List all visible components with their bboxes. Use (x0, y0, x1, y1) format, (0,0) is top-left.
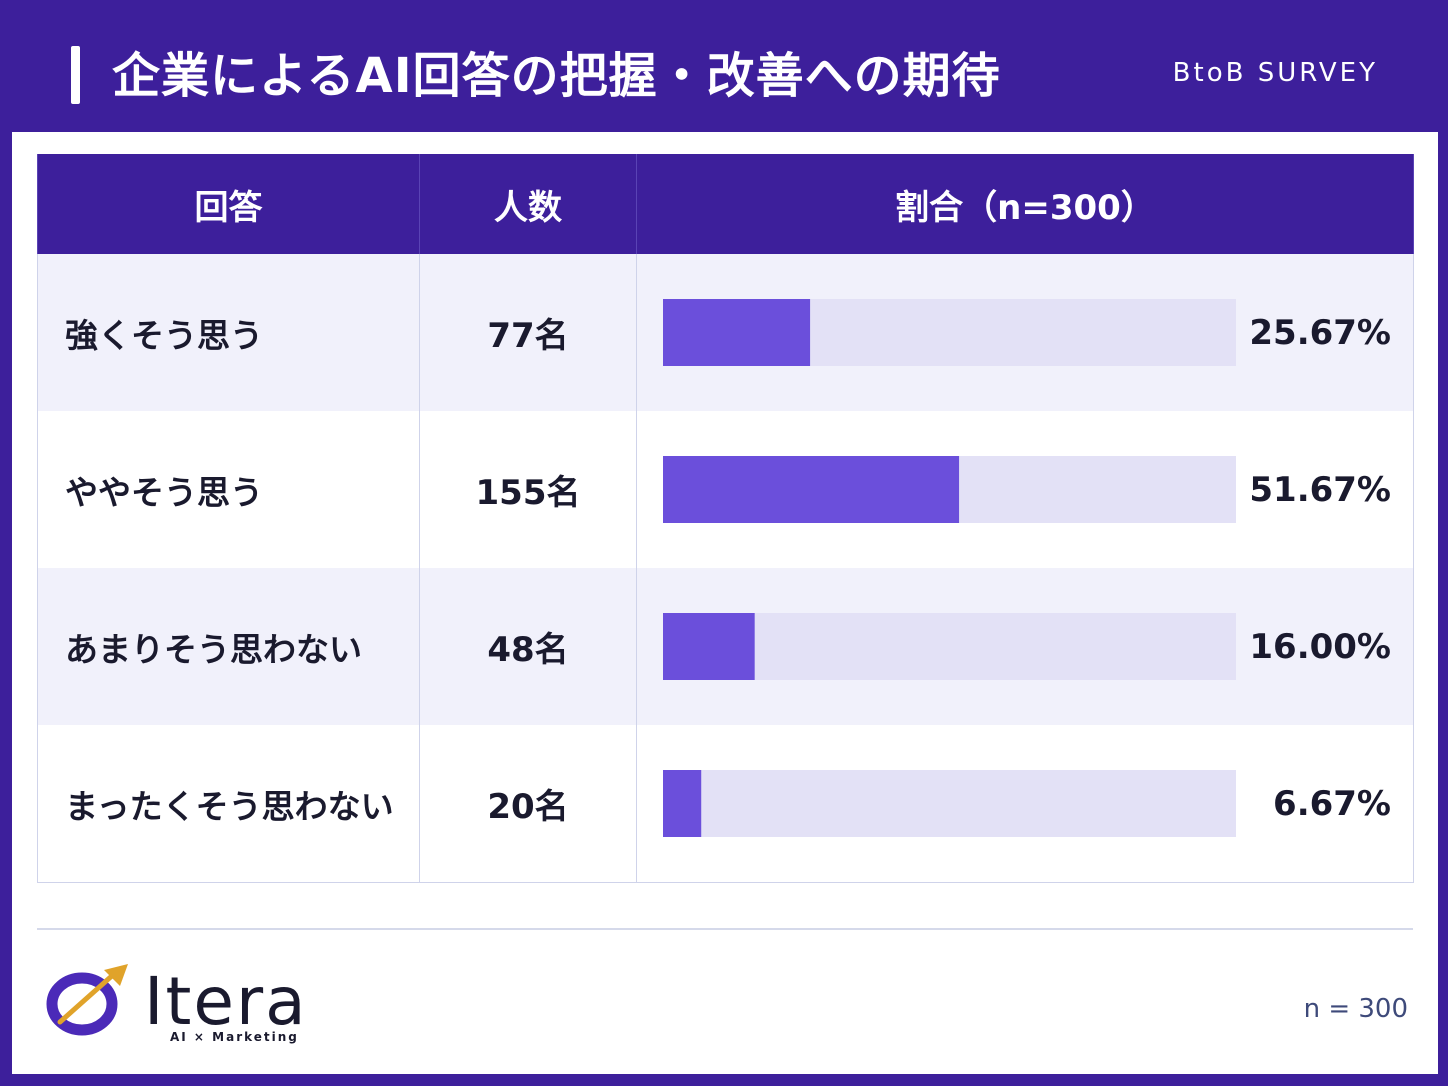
bar-fill (663, 770, 702, 837)
logo-tagline: AI × Marketing (170, 1030, 299, 1044)
footer-divider (37, 928, 1413, 930)
ratio-value: 25.67% (1249, 312, 1391, 353)
bar-fill (663, 299, 811, 366)
itera-logo: Itera AI × Marketing (44, 960, 334, 1050)
survey-tag: BtoB SURVEY (1172, 58, 1378, 88)
table-row: 強くそう思う 77名 25.67% (37, 254, 1414, 411)
answer-label: ややそう思う (37, 411, 420, 568)
bar-fill (663, 613, 755, 680)
ratio-value: 51.67% (1249, 469, 1391, 510)
ratio-bar (663, 613, 1236, 680)
ratio-cell: 25.67% (636, 254, 1414, 411)
table-row: あまりそう思わない 48名 16.00% (37, 568, 1414, 725)
ratio-cell: 16.00% (636, 568, 1414, 725)
ratio-cell: 51.67% (636, 411, 1414, 568)
respondent-count: 77名 (419, 254, 637, 411)
table-row: まったくそう思わない 20名 6.67% (37, 725, 1414, 883)
table-row: ややそう思う 155名 51.67% (37, 411, 1414, 568)
table-header-row: 回答 人数 割合（n=300） (37, 154, 1414, 254)
column-header-ratio: 割合（n=300） (636, 154, 1414, 254)
answer-label: まったくそう思わない (37, 725, 420, 883)
logo-wordmark: Itera (144, 963, 308, 1040)
respondent-count: 48名 (419, 568, 637, 725)
column-header-count: 人数 (419, 154, 637, 254)
answer-label: 強くそう思う (37, 254, 420, 411)
column-header-answer: 回答 (37, 154, 420, 254)
ratio-value: 16.00% (1249, 626, 1391, 667)
bar-track (663, 770, 1236, 837)
logo-mark-icon (46, 964, 128, 1036)
ratio-bar (663, 299, 1236, 366)
ratio-bar (663, 770, 1236, 837)
ratio-value: 6.67% (1273, 783, 1391, 824)
bar-fill (663, 456, 960, 523)
page-title: 企業によるAI回答の把握・改善への期待 (112, 48, 1001, 104)
survey-table: 回答 人数 割合（n=300） 強くそう思う 77名 25.67% ややそう思う 155… (37, 154, 1414, 883)
sample-size-note: n = 300 (1303, 994, 1408, 1024)
header: 企業によるAI回答の把握・改善への期待 BtoB SURVEY (0, 0, 1448, 132)
content-card: 回答 人数 割合（n=300） 強くそう思う 77名 25.67% ややそう思う 155… (12, 132, 1438, 1074)
answer-label: あまりそう思わない (37, 568, 420, 725)
respondent-count: 20名 (419, 725, 637, 883)
respondent-count: 155名 (419, 411, 637, 568)
title-accent-bar (71, 46, 80, 104)
bar-track (663, 613, 1236, 680)
ratio-cell: 6.67% (636, 725, 1414, 883)
ratio-bar (663, 456, 1236, 523)
